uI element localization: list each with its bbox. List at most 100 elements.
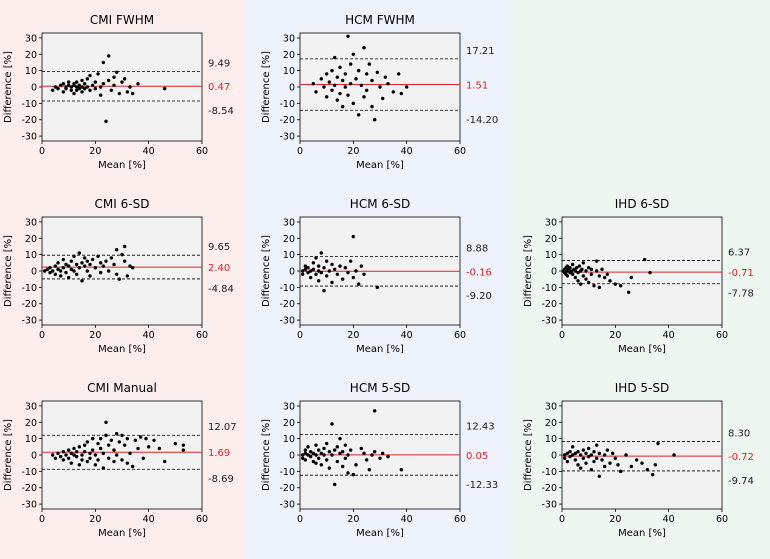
panel-hcm-fwhm-point-19 [346, 34, 350, 38]
panel-ihd-6-sd-plot-area [561, 216, 723, 326]
panel-ihd-6-sd-point-26 [584, 269, 588, 273]
panel-cmi-6-sd-x-tick-label: 60 [196, 330, 208, 341]
panel-cmi-fwhm-point-50 [136, 82, 140, 86]
panel-cmi-fwhm-point-35 [101, 60, 106, 65]
panel-hcm-5-sd-point-41 [359, 446, 364, 451]
panel-cmi-fwhm-point-4 [61, 90, 66, 94]
panel-cmi-fwhm-point-13 [72, 91, 76, 96]
panel-ihd-6-sd-title: IHD 6-SD [615, 197, 669, 211]
panel-hcm-6-sd-point-18 [322, 288, 326, 293]
panel-ihd-6-sd-point-13 [570, 262, 575, 267]
panel-hcm-fwhm-y-tick-label: -20 [279, 115, 295, 126]
panel-hcm-5-sd-point-6 [306, 445, 310, 449]
panel-cmi-manual-point-40 [112, 448, 116, 452]
panel-cmi-fwhm-point-7 [64, 86, 68, 91]
panel-hcm-fwhm-point-5 [324, 95, 329, 99]
panel-hcm-5-sd-point-44 [367, 468, 372, 472]
panel-hcm-5-sd-point-42 [362, 451, 366, 456]
panel-ihd-5-sd-point-25 [594, 443, 599, 447]
panel-hcm-fwhm-point-16 [340, 104, 345, 109]
panel-cmi-manual-y-axis-label: Difference [%] [3, 419, 14, 491]
panel-hcm-fwhm-point-1 [314, 90, 318, 94]
panel-cmi-6-sd-y-tick-label: -20 [21, 299, 37, 310]
panel-cmi-fwhm-point-34 [98, 93, 103, 97]
panel-ihd-5-sd-point-1 [562, 456, 567, 460]
panel-hcm-6-sd-point-34 [356, 282, 361, 286]
panel-cmi-fwhm-point-19 [77, 86, 82, 91]
panel-hcm-fwhm-y-tick-label: 20 [283, 50, 295, 61]
panel-hcm-5-sd-point-30 [338, 451, 342, 456]
panel-hcm-fwhm-x-tick-label: 40 [401, 146, 413, 157]
panel-cmi-6-sd-plot-area [41, 216, 203, 326]
panel-hcm-5-sd-point-13 [314, 461, 318, 465]
panel-cmi-fwhm-y-tick-label: 0 [31, 83, 37, 94]
panel-ihd-6-sd-x-tick-label: 60 [716, 330, 728, 341]
panel-ihd-5-sd-point-5 [568, 454, 572, 459]
panel-cmi-6-sd-point-36 [98, 270, 103, 275]
panel-hcm-fwhm-point-44 [399, 91, 404, 96]
panel-ihd-6-sd-point-36 [597, 285, 602, 290]
panel-cmi-fwhm-y-tick-label: 30 [25, 33, 37, 44]
panel-hcm-5-sd-y-tick-label: -30 [279, 500, 295, 511]
panel-hcm-6-sd-lower-loa-label: -9.20 [466, 291, 492, 302]
panel-cmi-6-sd-y-axis-label: Difference [%] [3, 235, 14, 307]
panel-cmi-fwhm-point-42 [112, 83, 116, 88]
panel-hcm-5-sd-upper-loa-label: 12.43 [466, 422, 495, 433]
panel-cmi-manual-x-tick-label: 40 [143, 514, 155, 525]
panel-ihd-5-sd-point-28 [600, 458, 604, 462]
panel-cmi-6-sd-point-14 [64, 262, 68, 267]
panel-cmi-fwhm-point-33 [98, 85, 103, 89]
panel-cmi-fwhm-point-39 [106, 78, 111, 83]
panel-hcm-5-sd-point-45 [370, 453, 374, 457]
panel-hcm-fwhm-y-tick-label: -30 [279, 132, 295, 143]
panel-hcm-5-sd-point-17 [319, 463, 324, 467]
panel-hcm-5-sd-point-10 [311, 451, 316, 456]
panel-hcm-5-sd-point-36 [346, 453, 350, 457]
panel-hcm-6-sd-point-3 [303, 264, 308, 268]
panel-cmi-fwhm-y-tick-label: -20 [21, 115, 37, 126]
panel-cmi-fwhm-upper-loa-label: 9.49 [208, 58, 230, 69]
panel-cmi-6-sd-point-18 [69, 267, 74, 272]
panel-cmi-fwhm-point-51 [162, 86, 167, 91]
panel-hcm-5-sd-point-29 [335, 459, 340, 464]
panel-cmi-manual-mean-label: 1.69 [208, 448, 230, 459]
panel-ihd-6-sd-point-37 [600, 267, 604, 272]
panel-hcm-fwhm-mean-label: 1.51 [466, 81, 488, 92]
panel-ihd-5-sd-point-4 [568, 450, 572, 454]
panel-hcm-6-sd-y-tick-label: 10 [283, 250, 295, 261]
panel-ihd-5-sd-point-27 [597, 474, 602, 478]
panel-hcm-fwhm-x-axis-label: Mean [%] [356, 160, 404, 171]
panel-hcm-6-sd-point-36 [362, 272, 366, 276]
panel-cmi-6-sd-x-tick-label: 20 [89, 330, 101, 341]
panel-hcm-6-sd-point-22 [330, 262, 334, 267]
panel-cmi-manual-title: CMI Manual [87, 381, 157, 395]
panel-ihd-6-sd-lower-loa-label: -7.78 [728, 289, 754, 300]
panel-hcm-6-sd-point-29 [346, 270, 350, 275]
panel-cmi-manual-point-18 [80, 458, 84, 462]
panel-ihd-6-sd-point-12 [570, 272, 575, 276]
panel-ihd-5-sd-x-axis-label: Mean [%] [618, 528, 666, 539]
panel-cmi-6-sd-point-46 [120, 252, 124, 257]
panel-hcm-6-sd-point-5 [306, 266, 310, 270]
panel-hcm-fwhm-y-tick-label: 30 [283, 33, 295, 44]
panel-hcm-6-sd-y-tick-label: -20 [279, 299, 295, 310]
panel-cmi-6-sd-point-28 [82, 256, 87, 260]
panel-cmi-manual-point-28 [93, 453, 98, 457]
panel-ihd-6-sd-point-18 [576, 270, 580, 275]
panel-hcm-5-sd-point-21 [324, 441, 329, 446]
panel-cmi-manual: CMI Manual 0 20 40 60 Mean [%] -30 -20 -10 0 10 20 3… [3, 381, 237, 539]
panel-cmi-6-sd-point-38 [101, 264, 106, 268]
panel-cmi-fwhm-point-32 [96, 72, 100, 76]
panel-cmi-manual-point-34 [101, 451, 106, 456]
panel-ihd-5-sd-point-16 [584, 451, 588, 456]
panel-cmi-manual-point-15 [77, 463, 82, 467]
panel-cmi-manual-point-56 [144, 436, 148, 441]
panel-cmi-manual-y-tick-label: -20 [21, 483, 37, 494]
panel-cmi-6-sd-x-tick-label: 40 [143, 330, 155, 341]
panel-hcm-fwhm-x-tick-label: 60 [454, 146, 466, 157]
panel-hcm-fwhm-point-3 [322, 85, 326, 89]
panel-cmi-manual-y-tick-label: -10 [21, 467, 37, 478]
panel-cmi-manual-plot-area [41, 400, 203, 510]
panel-hcm-5-sd-point-51 [399, 468, 404, 472]
panel-hcm-5-sd-point-47 [372, 450, 377, 454]
